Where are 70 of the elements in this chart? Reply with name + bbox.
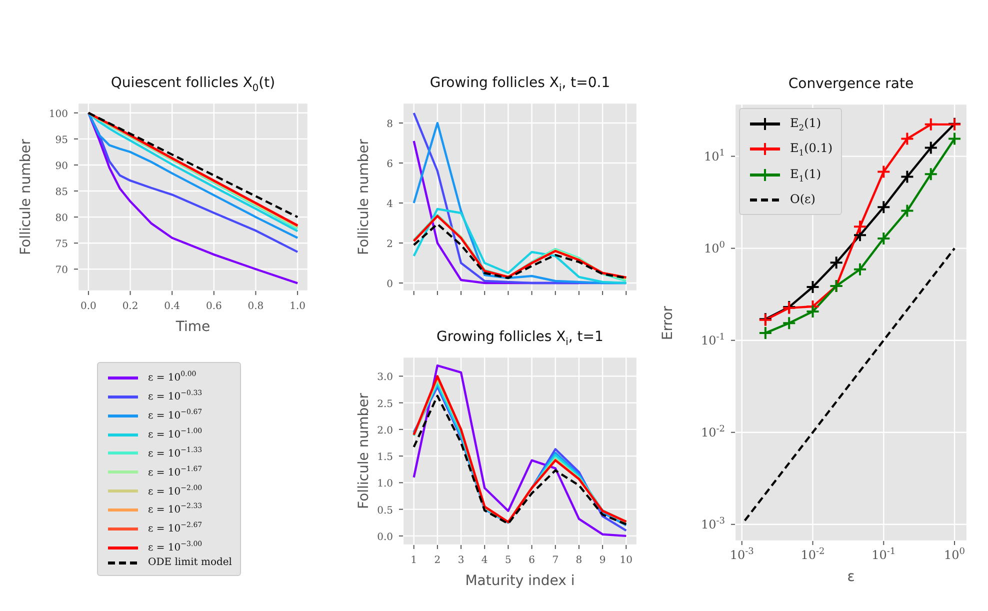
legend-label: ε = 10$^{−3.00}$ [148, 540, 202, 554]
x-axis-title: Time [176, 319, 210, 335]
y-tick-label: 1.5 [377, 452, 393, 464]
x-tick-label: 0.4 [164, 301, 180, 312]
y-tick-label: 10$^{0}$ [704, 240, 726, 256]
legend-label: ε = 10$^{−1.67}$ [148, 464, 202, 478]
y-tick-label: 100 [48, 108, 68, 120]
y-tick-label: 2.0 [377, 425, 393, 436]
y-tick-label: 95 [55, 134, 68, 146]
x-tick-label: 0.8 [248, 301, 264, 312]
y-tick-label: 8 [386, 119, 393, 130]
legend-label: E$_{1}$(1) [790, 166, 822, 184]
legend-label: ε = 10$^{−1.00}$ [148, 426, 202, 440]
x-tick-label: 7 [552, 555, 559, 566]
legend-label: ε = 10$^{−2.33}$ [148, 502, 202, 516]
y-axis-title: Follicule number [356, 139, 372, 255]
y-axis-title: Follicule number [356, 393, 372, 509]
legend-label: ODE limit model [148, 557, 232, 568]
x-tick-label: 2 [434, 555, 441, 566]
x-tick-label: 5 [505, 555, 512, 566]
legend-label: E$_{1}$(0.1) [790, 141, 833, 158]
x-tick-label: 6 [528, 555, 535, 566]
x-axis-title: ε [847, 569, 855, 585]
x-tick-label: 0.2 [122, 301, 138, 312]
y-tick-label: 10$^{-3}$ [700, 516, 726, 532]
legend-label: ε = 10$^{−0.67}$ [148, 408, 202, 422]
legend-label: ε = 10$^{−2.67}$ [148, 521, 202, 535]
y-tick-label: 0 [386, 279, 393, 290]
x-tick-label: 4 [481, 555, 488, 566]
legend-label: ε = 10$^{0.00}$ [148, 370, 196, 384]
chart-title: Growing follicles X$_{i}$, t=0.1 [430, 75, 610, 94]
y-axis-title: Follicule number [18, 139, 34, 255]
y-tick-label: 2 [386, 239, 393, 250]
chart-title: Convergence rate [788, 76, 914, 92]
chart-title: Quiescent follicles X$_{0}$(t) [110, 75, 276, 94]
legend-label: ε = 10$^{−2.00}$ [148, 484, 202, 497]
legend-label: O(ε) [790, 192, 816, 206]
y-tick-label: 85 [55, 187, 68, 198]
y-tick-label: 90 [55, 160, 68, 172]
x-tick-label: 0.6 [206, 301, 222, 312]
x-tick-label: 10$^{0}$ [944, 547, 966, 562]
y-tick-label: 3.0 [377, 372, 393, 384]
y-tick-label: 70 [55, 265, 68, 276]
y-tick-label: 10$^{-2}$ [700, 424, 725, 440]
chart-title: Growing follicles X$_{i}$, t=1 [436, 329, 604, 348]
y-tick-label: 80 [55, 213, 68, 224]
x-axis-title: Maturity index i [465, 573, 575, 589]
y-tick-label: 0.5 [377, 505, 393, 516]
y-tick-label: 4 [386, 199, 393, 210]
x-tick-label: 9 [599, 555, 606, 566]
y-tick-label: 75 [55, 239, 68, 250]
x-tick-label: 10 [620, 555, 633, 566]
x-tick-label: 0.0 [80, 301, 96, 312]
x-tick-label: 8 [576, 555, 582, 566]
y-tick-label: 0.0 [377, 532, 393, 543]
x-tick-label: 1.0 [290, 301, 306, 312]
legend-label: ε = 10$^{−1.33}$ [148, 446, 202, 460]
y-tick-label: 10$^{1}$ [704, 148, 725, 164]
y-tick-label: 10$^{-1}$ [700, 332, 725, 348]
x-tick-label: 10$^{-2}$ [800, 547, 825, 562]
x-tick-label: 10$^{-3}$ [730, 547, 754, 562]
x-tick-label: 10$^{-1}$ [872, 547, 896, 562]
x-tick-label: 3 [458, 555, 464, 566]
y-axis-title: Error [660, 305, 676, 340]
y-tick-label: 6 [386, 159, 393, 170]
y-tick-label: 1.0 [377, 478, 393, 490]
x-tick-label: 1 [410, 555, 418, 566]
y-tick-label: 2.5 [377, 398, 393, 410]
legend-label: ε = 10$^{−0.33}$ [148, 388, 202, 402]
legend-label: E$_{2}$(1) [790, 116, 822, 132]
